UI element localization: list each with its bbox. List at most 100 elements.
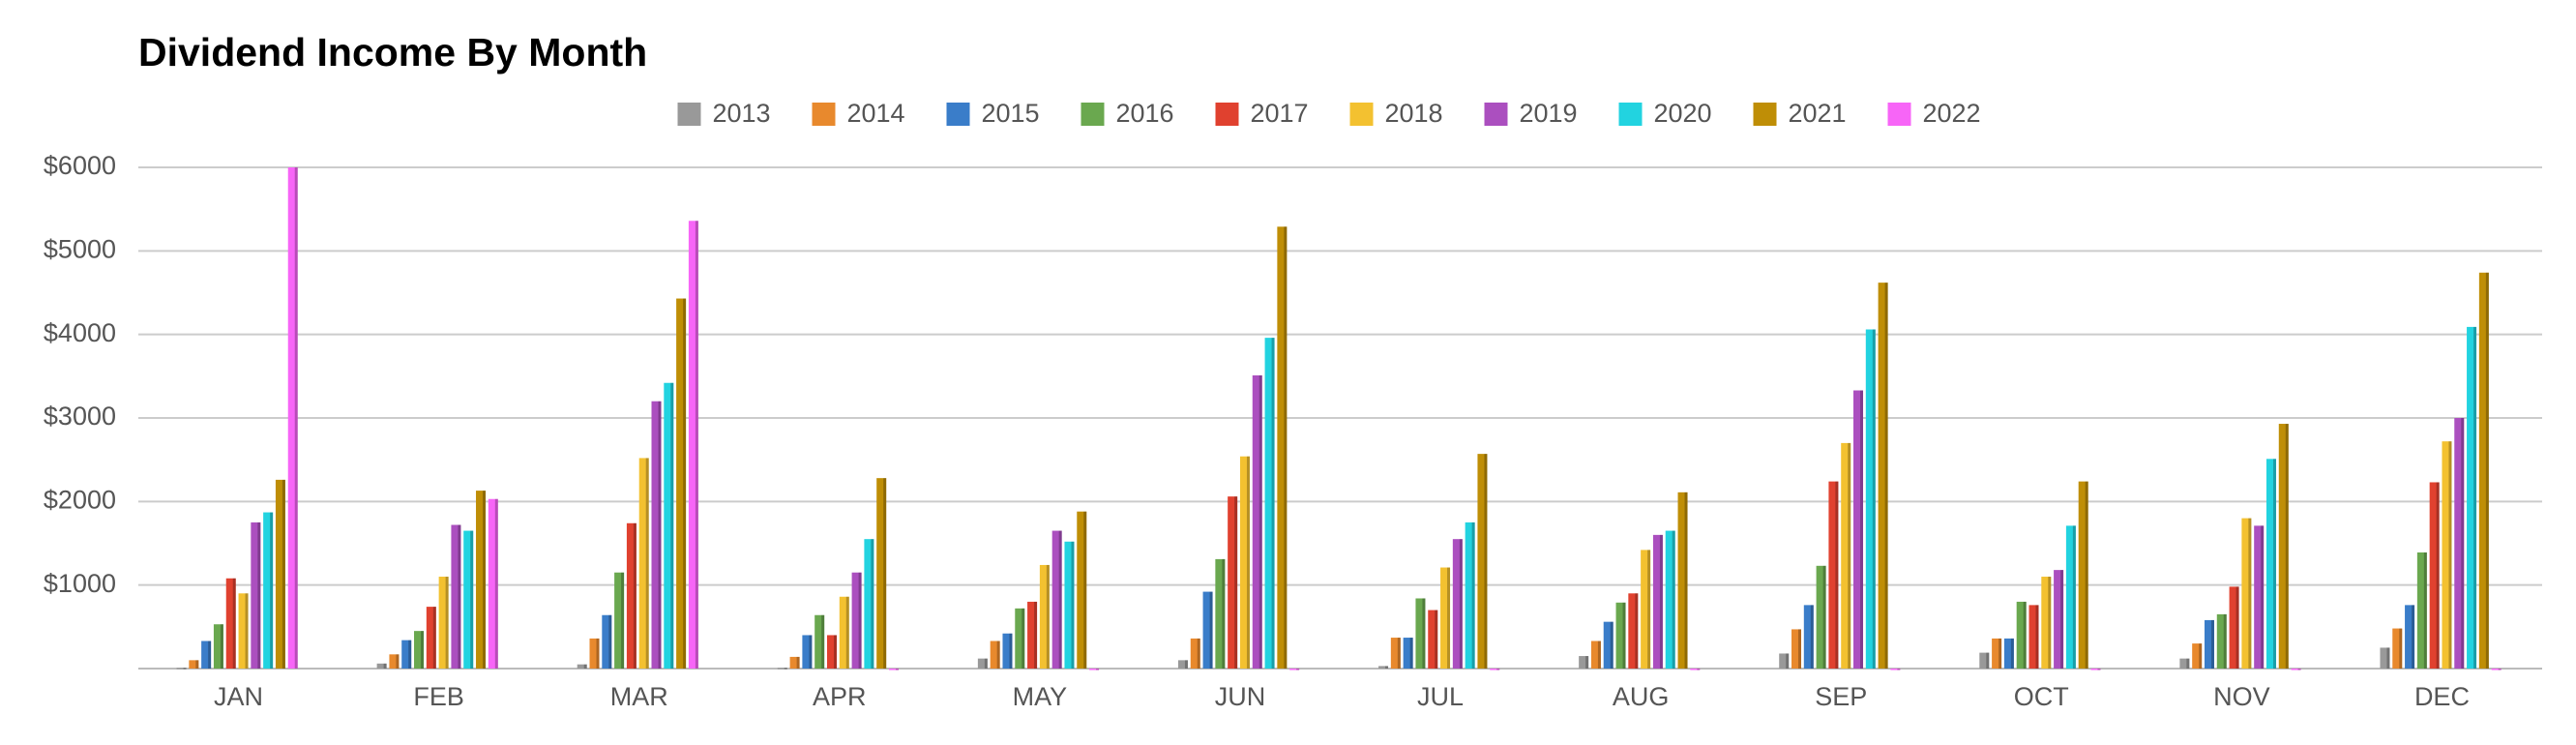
- bar: [2442, 441, 2452, 669]
- bar-face: [263, 512, 274, 669]
- bar-side: [1810, 605, 1814, 669]
- bar: [1228, 496, 1238, 669]
- legend-label: 2022: [1923, 99, 1981, 128]
- bar: [1816, 565, 1826, 669]
- bar-face: [1390, 638, 1401, 669]
- legend-swatch: [812, 103, 836, 126]
- bar-face: [2016, 601, 2027, 669]
- bar: [1428, 610, 1438, 669]
- bar: [1039, 564, 1050, 669]
- bar: [1452, 539, 1463, 669]
- bar-side: [294, 167, 298, 669]
- bar-side: [408, 640, 412, 669]
- bar: [401, 640, 412, 669]
- bar-face: [1039, 564, 1050, 669]
- bar-face: [876, 478, 887, 669]
- bar-side: [1271, 338, 1275, 669]
- bar: [476, 491, 487, 669]
- bar-side: [596, 638, 600, 669]
- bar: [888, 669, 899, 670]
- bar: [201, 641, 212, 669]
- bar-face: [888, 669, 899, 670]
- bar-side: [633, 522, 637, 669]
- bar-face: [2204, 619, 2214, 669]
- bar: [826, 635, 837, 669]
- bar-face: [1652, 534, 1663, 669]
- bar: [1865, 329, 1876, 669]
- bar-face: [1440, 567, 1451, 669]
- bar-face: [476, 491, 487, 669]
- bar-side: [1684, 492, 1688, 669]
- bar-side: [2048, 577, 2052, 669]
- bar-face: [1027, 601, 1038, 669]
- bar-side: [784, 668, 787, 670]
- bar-side: [645, 458, 649, 669]
- bar: [1579, 656, 1589, 669]
- bar-side: [883, 478, 887, 669]
- bar-side: [1659, 534, 1663, 669]
- bar-side: [1484, 454, 1488, 669]
- bar-face: [1841, 442, 1851, 669]
- bar-face: [851, 572, 862, 669]
- bar: [2254, 525, 2265, 669]
- bar-side: [270, 512, 274, 669]
- bar-face: [2265, 459, 2276, 669]
- bar-side: [1409, 638, 1413, 669]
- y-tick-label: $4000: [44, 318, 116, 347]
- bar-face: [1190, 638, 1200, 669]
- bar-face: [688, 221, 698, 669]
- bar-side: [1022, 608, 1025, 669]
- bar: [651, 401, 662, 669]
- bar: [451, 524, 461, 669]
- bar: [789, 656, 800, 669]
- bar-side: [445, 577, 449, 669]
- x-tick-label: DEC: [2414, 682, 2470, 711]
- bar-side: [1234, 496, 1238, 669]
- bar: [1390, 638, 1401, 669]
- bar-side: [1897, 669, 1901, 670]
- bar: [213, 624, 223, 669]
- bar-face: [1979, 652, 1990, 669]
- bar-side: [2448, 441, 2452, 669]
- bar: [1490, 669, 1500, 670]
- bar-face: [201, 641, 212, 669]
- bar-face: [2392, 628, 2403, 669]
- x-tick-label: JUN: [1215, 682, 1266, 711]
- bar-side: [833, 635, 837, 669]
- bar-side: [257, 522, 261, 669]
- bar: [664, 382, 674, 669]
- x-tick-label: JAN: [214, 682, 263, 711]
- bar-side: [2386, 647, 2390, 669]
- bar-face: [1264, 338, 1275, 669]
- bar: [1853, 390, 1864, 669]
- bar: [2028, 605, 2039, 669]
- bar: [1027, 601, 1038, 669]
- bar: [1415, 598, 1426, 669]
- bar-face: [426, 607, 436, 669]
- bar: [2179, 658, 2190, 669]
- bar-side: [858, 572, 862, 669]
- bar: [2491, 669, 2502, 670]
- bar: [1252, 374, 1262, 669]
- bar-face: [1641, 550, 1651, 669]
- bar: [389, 654, 400, 669]
- bar: [275, 479, 285, 669]
- legend-label: 2018: [1385, 99, 1443, 128]
- bar-side: [2473, 326, 2477, 669]
- bar-side: [1385, 666, 1389, 669]
- bar-face: [1277, 226, 1288, 669]
- bar-face: [1415, 598, 1426, 669]
- bar: [1628, 593, 1639, 669]
- bar-face: [602, 614, 612, 669]
- bar-side: [2485, 272, 2489, 669]
- bar: [2078, 481, 2088, 669]
- bar-side: [458, 524, 461, 669]
- bar-face: [1603, 621, 1614, 669]
- bar: [463, 530, 474, 669]
- bar: [426, 607, 436, 669]
- bar-side: [208, 641, 212, 669]
- bar-face: [401, 640, 412, 669]
- x-tick-label: SEP: [1815, 682, 1867, 711]
- bar: [1841, 442, 1851, 669]
- bar: [1239, 456, 1250, 669]
